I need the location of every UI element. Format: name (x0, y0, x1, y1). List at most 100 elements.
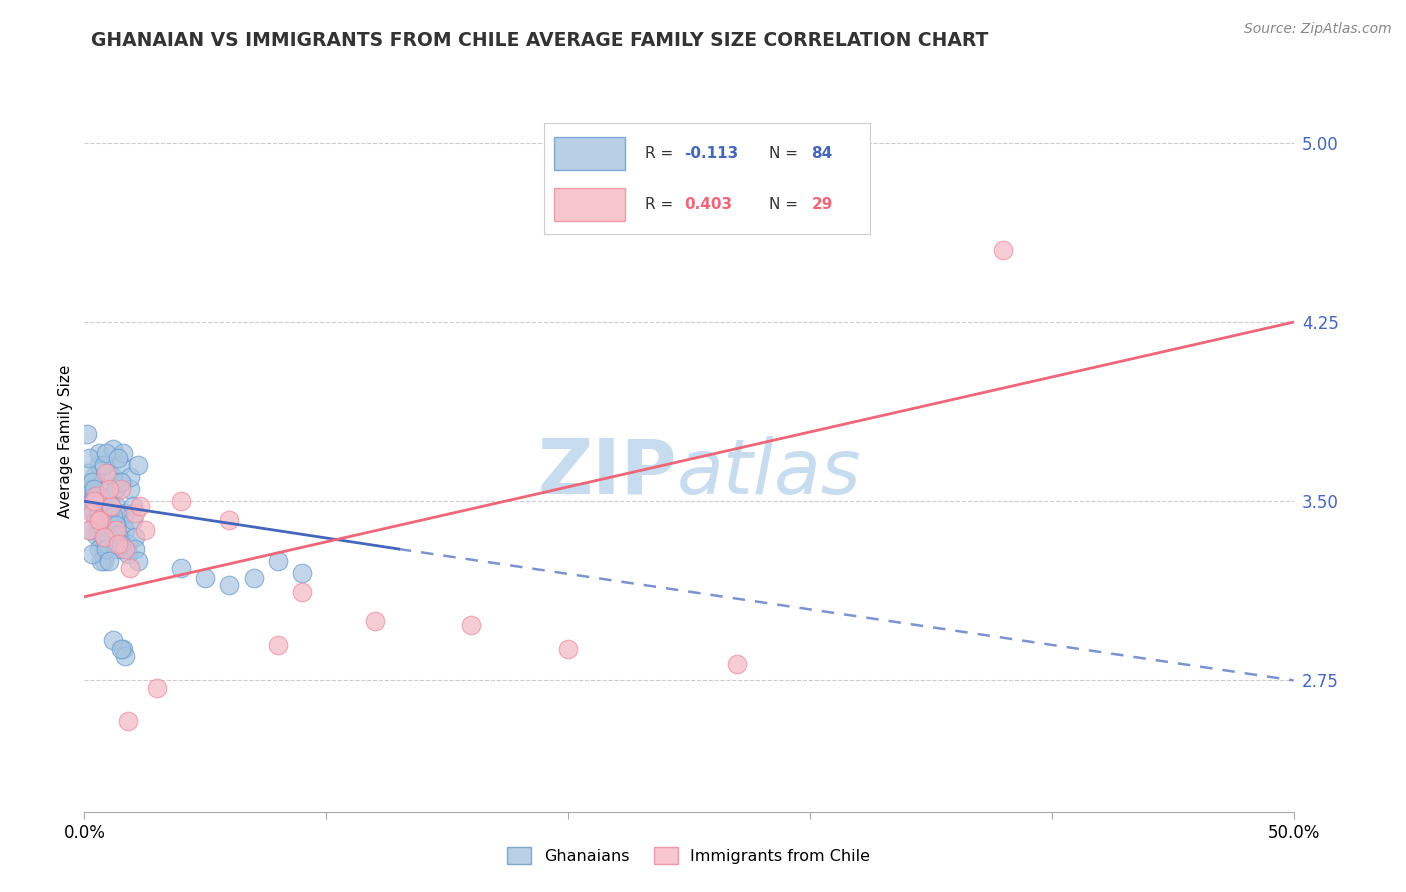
Point (76, 499, 98, 513)
Legend: Ghanaians, Immigrants from Chile: Ghanaians, Immigrants from Chile (501, 841, 877, 871)
Point (83, 490, 105, 504)
Point (94, 499, 117, 513)
Point (114, 523, 136, 537)
Point (90, 518, 112, 533)
Point (76, 427, 98, 442)
Point (120, 561, 142, 575)
Point (77, 523, 100, 537)
Point (86, 513, 108, 527)
Point (103, 530, 125, 544)
Point (80, 490, 103, 504)
Point (460, 618, 482, 632)
Point (80, 483, 103, 497)
Point (117, 547, 139, 561)
Point (94, 466, 117, 480)
Point (107, 537, 129, 551)
Point (993, 244, 1015, 258)
Point (97, 554, 120, 568)
Point (103, 508, 125, 523)
Point (218, 513, 240, 527)
Point (80, 475, 103, 490)
Point (121, 499, 143, 513)
Point (124, 541, 146, 556)
Point (557, 642, 579, 657)
Point (86, 494, 108, 508)
Point (725, 657, 748, 671)
Point (86, 527, 108, 541)
Point (170, 494, 193, 508)
Point (80, 506, 103, 520)
Point (103, 632, 125, 647)
Point (93, 554, 115, 568)
Point (103, 470, 125, 484)
Point (97, 506, 120, 520)
Point (124, 530, 146, 544)
Point (107, 451, 129, 466)
Text: ZIP: ZIP (537, 435, 676, 509)
Point (76, 494, 98, 508)
Point (146, 681, 169, 695)
Point (86, 490, 108, 504)
Point (97, 483, 120, 497)
Point (83, 483, 105, 497)
Point (218, 578, 240, 592)
Point (170, 561, 193, 575)
Point (90, 530, 112, 544)
Point (127, 554, 149, 568)
Text: atlas: atlas (676, 435, 862, 509)
Point (134, 523, 156, 537)
Point (104, 483, 127, 497)
Point (94, 483, 117, 497)
Point (107, 530, 129, 544)
Point (93, 530, 115, 544)
Point (94, 446, 117, 460)
Point (114, 649, 136, 664)
Point (110, 483, 132, 497)
Point (103, 442, 125, 456)
Point (107, 527, 129, 541)
Point (83, 506, 105, 520)
Point (87, 541, 110, 556)
Point (120, 483, 142, 497)
Point (110, 475, 132, 490)
Point (127, 458, 149, 473)
Point (104, 499, 127, 513)
Y-axis label: Average Family Size: Average Family Size (58, 365, 73, 518)
Point (129, 499, 152, 513)
Point (100, 499, 122, 513)
Point (87, 458, 110, 473)
Point (104, 541, 127, 556)
Point (93, 530, 115, 544)
Point (117, 714, 139, 728)
Point (104, 518, 127, 533)
Point (97, 508, 120, 523)
Point (77, 451, 100, 466)
Point (77, 499, 100, 513)
Point (100, 518, 122, 533)
Text: Source: ZipAtlas.com: Source: ZipAtlas.com (1244, 22, 1392, 37)
Point (291, 566, 314, 580)
Point (104, 523, 127, 537)
Point (110, 537, 132, 551)
Point (90, 554, 112, 568)
Point (112, 446, 135, 460)
Point (90, 513, 112, 527)
Point (100, 523, 122, 537)
Point (117, 537, 139, 551)
Point (112, 518, 135, 533)
Point (114, 506, 136, 520)
Point (93, 541, 115, 556)
Point (83, 494, 105, 508)
Point (86, 523, 108, 537)
Point (112, 642, 135, 657)
Point (242, 571, 264, 585)
Point (194, 571, 217, 585)
Point (100, 490, 122, 504)
Point (100, 499, 122, 513)
Point (363, 614, 385, 628)
Point (120, 470, 142, 484)
Point (124, 506, 146, 520)
Point (291, 585, 314, 599)
Point (110, 541, 132, 556)
Point (97, 466, 120, 480)
